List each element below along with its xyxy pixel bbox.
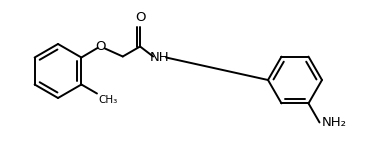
Text: NH₂: NH₂ bbox=[322, 116, 346, 129]
Text: CH₃: CH₃ bbox=[98, 95, 117, 104]
Text: NH: NH bbox=[149, 51, 169, 64]
Text: O: O bbox=[135, 11, 145, 24]
Text: O: O bbox=[95, 40, 106, 53]
